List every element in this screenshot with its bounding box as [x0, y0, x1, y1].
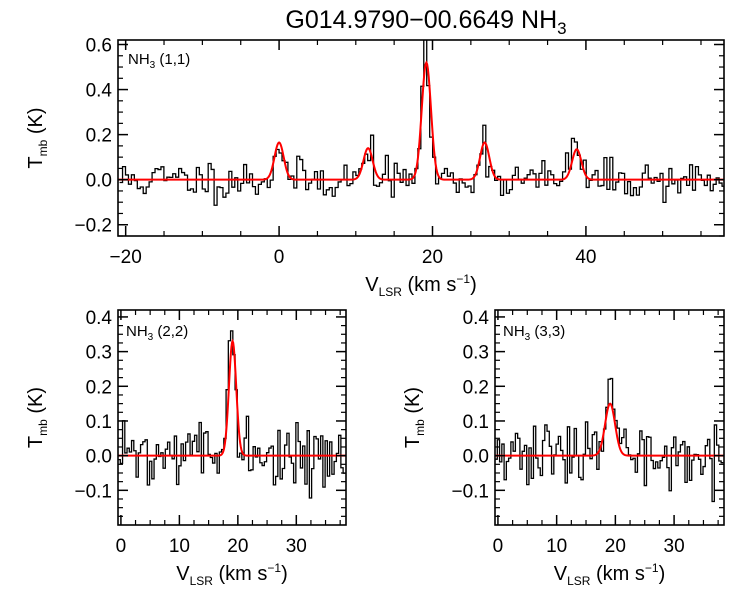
x-tick-label: 0: [493, 536, 504, 557]
y-tick-label: 0.4: [86, 81, 113, 102]
fit-curve: [495, 402, 724, 457]
plot-area: [118, 40, 724, 206]
y-tick-label: 0.6: [86, 36, 112, 57]
y-axis-label: Tmb (K): [25, 387, 50, 448]
y-axis-label: Tmb (K): [25, 107, 50, 168]
y-tick-label: −0.1: [451, 481, 489, 502]
x-tick-label: 30: [286, 536, 307, 557]
plot-frame: [117, 309, 347, 526]
panel-nh3-22: 0 10 20 30 −0.1 0.0 0.1 0.2 0.3 0.4 NH3 (2,2) VLSR …: [25, 308, 347, 588]
y-tick-label: 0.1: [463, 412, 489, 433]
x-axis-label: VLSR (km s−1): [554, 561, 665, 588]
y-tick-label: 0.0: [86, 447, 112, 468]
y-tick-label: −0.2: [74, 216, 112, 237]
y-tick-label: 0.1: [86, 412, 112, 433]
y-tick-label: −0.1: [74, 481, 112, 502]
y-tick-label: 0.2: [86, 126, 112, 147]
x-tick-label: 10: [546, 536, 567, 557]
y-tick-label: 0.4: [463, 308, 490, 329]
x-tick-label: −20: [110, 247, 142, 268]
fit-curve: [118, 338, 346, 457]
x-tick-label: 40: [575, 247, 596, 268]
panel-label: NH3 (1,1): [128, 51, 190, 71]
y-tick-label: 0.0: [463, 447, 489, 468]
x-axis-label: VLSR (km s−1): [365, 272, 476, 299]
x-axis-label: VLSR (km s−1): [176, 561, 287, 588]
observed-spectrum: [118, 330, 346, 499]
y-tick-label: 0.2: [86, 377, 112, 398]
plot-area: [495, 377, 724, 503]
panel-label: NH3 (3,3): [503, 323, 565, 343]
figure-title-subscript: 3: [557, 19, 566, 38]
x-tick-label: 0: [116, 536, 127, 557]
x-tick-label: 10: [169, 536, 190, 557]
y-tick-label: 0.2: [463, 377, 489, 398]
plot-area: [118, 330, 346, 499]
x-tick-label: 0: [274, 247, 285, 268]
x-tick-label: 30: [664, 536, 685, 557]
x-tick-label: 20: [605, 536, 626, 557]
y-tick-label: 0.4: [86, 308, 113, 329]
y-tick-label: 0.0: [86, 171, 112, 192]
x-tick-label: 20: [227, 536, 248, 557]
panel-nh3-33: 0 10 20 30 −0.1 0.0 0.1 0.2 0.3 0.4 NH3 (3,3) VLSR …: [402, 308, 725, 588]
fit-curve: [118, 60, 724, 181]
x-tick-label: 20: [422, 247, 443, 268]
plot-frame: [117, 39, 725, 237]
panel-nh3-11: −20 0 20 40 −0.2 0.0 0.2 0.4 0.6 NH3 (1,1) VLSR (k…: [25, 36, 725, 299]
y-axis-label: Tmb (K): [402, 387, 427, 448]
y-tick-label: 0.3: [86, 343, 112, 364]
panel-label: NH3 (2,2): [126, 323, 188, 343]
observed-spectrum: [495, 377, 724, 503]
figure-title: G014.9790−00.6649 NH3: [285, 6, 566, 38]
y-tick-label: 0.3: [463, 343, 489, 364]
plot-frame: [494, 309, 725, 526]
